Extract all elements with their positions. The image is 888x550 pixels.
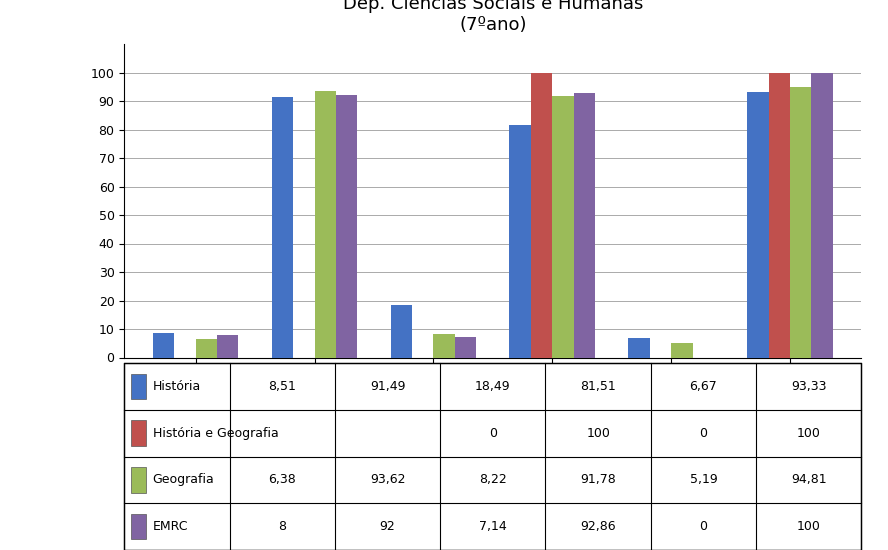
Text: 0: 0 [700,520,708,533]
Text: 5,19: 5,19 [690,474,718,486]
Bar [314,91,336,358]
Text: 94,81: 94,81 [791,474,827,486]
Text: 100: 100 [797,427,821,439]
Bar [574,93,595,358]
Text: 81,51: 81,51 [580,380,616,393]
Title: Estudo comparativo
Dep. Ciências Sociais e Humanas
(7ºano): Estudo comparativo Dep. Ciências Sociais… [343,0,643,34]
Text: 93,33: 93,33 [791,380,827,393]
Bar [195,339,217,358]
Bar [790,87,812,358]
Bar [217,335,239,358]
Bar [391,305,412,358]
Text: 8,22: 8,22 [479,474,507,486]
Bar [131,467,147,493]
Bar [531,73,552,358]
Bar [510,125,531,358]
Bar [131,514,147,540]
Text: 6,38: 6,38 [268,474,296,486]
Text: 91,49: 91,49 [369,380,405,393]
Bar [272,97,293,358]
Text: 8,51: 8,51 [268,380,297,393]
Bar [131,373,147,399]
Bar [812,73,833,358]
Text: EMRC: EMRC [153,520,188,533]
Text: 0: 0 [700,427,708,439]
Bar [336,95,357,358]
Text: História: História [153,380,201,393]
Bar [552,96,574,358]
Bar [671,343,693,358]
Text: 6,67: 6,67 [690,380,718,393]
Text: Geografia: Geografia [153,474,215,486]
Text: 92: 92 [380,520,395,533]
Bar [455,337,476,358]
Bar [769,73,790,358]
Text: 93,62: 93,62 [369,474,405,486]
Text: 92,86: 92,86 [581,520,616,533]
Bar [131,420,147,446]
Text: História e Geografia: História e Geografia [153,427,279,439]
Bar [153,333,174,358]
Text: 7,14: 7,14 [479,520,507,533]
Bar [747,91,769,358]
Text: 18,49: 18,49 [475,380,511,393]
Text: 100: 100 [797,520,821,533]
Bar [433,334,455,358]
Text: 100: 100 [586,427,610,439]
Text: 91,78: 91,78 [580,474,616,486]
Text: 0: 0 [488,427,497,439]
Text: 8: 8 [278,520,286,533]
Bar [629,338,650,358]
